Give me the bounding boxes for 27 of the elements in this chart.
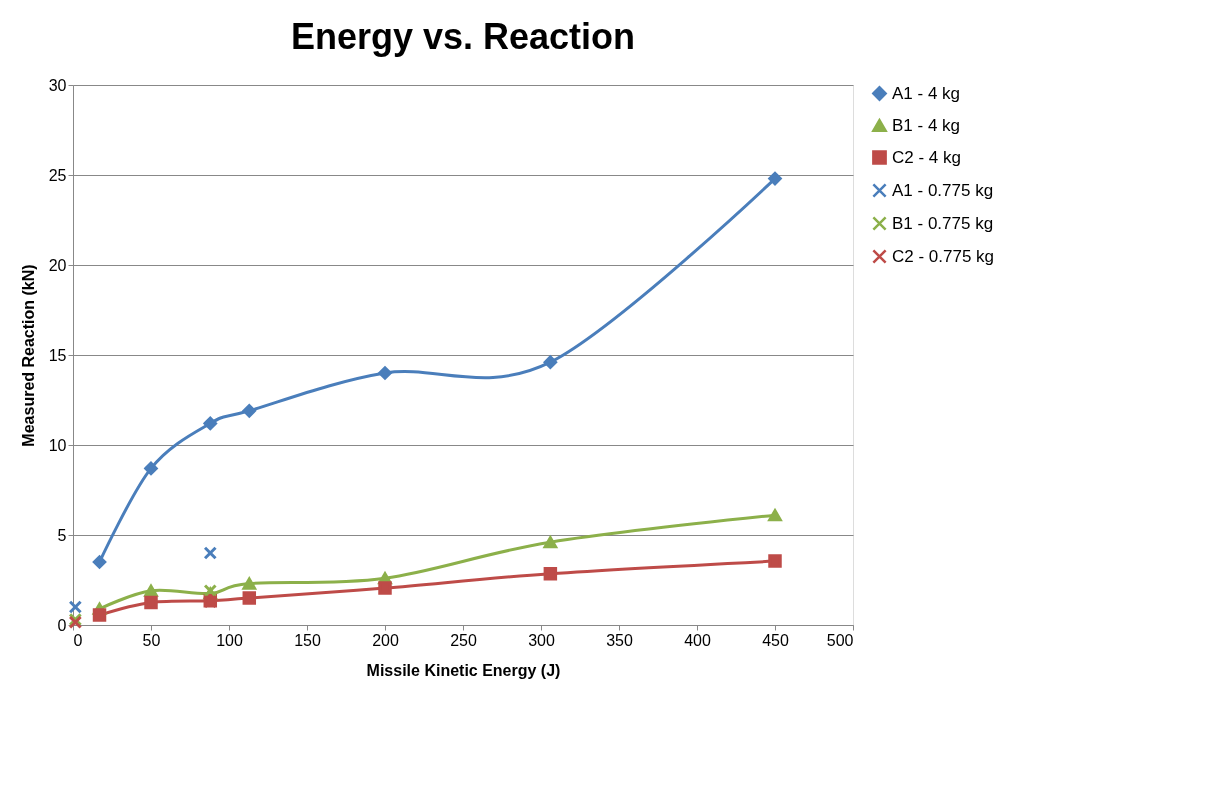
y-tick-label: 5 [57,526,67,544]
y-tick-label: 10 [48,436,67,454]
x-tick-label: 400 [684,631,711,649]
legend-label: C2 - 0.775 kg [892,246,995,266]
x-tick-label: 200 [372,631,399,649]
x-tick-label: 300 [528,631,555,649]
y-axis-title: Measured Reaction (kN) [19,264,37,447]
legend-label: B1 - 4 kg [892,115,961,135]
legend-label: A1 - 0.775 kg [892,180,994,200]
y-tick-label: 15 [48,346,67,364]
x-tick-label: 350 [606,631,633,649]
x-tick-label: 150 [294,631,321,649]
legend-label: C2 - 4 kg [892,147,961,167]
y-tick-label: 30 [48,76,67,94]
x-axis-title: Missile Kinetic Energy (J) [366,661,561,679]
x-tick-label: 100 [216,631,243,649]
chart-title: Energy vs. Reaction [290,16,636,57]
x-tick-label: 500 [826,631,854,649]
legend-label: B1 - 0.775 kg [892,213,994,233]
y-tick-label: 0 [57,616,67,634]
y-tick-label: 20 [48,256,67,274]
legend-label: A1 - 4 kg [892,83,961,103]
x-tick-label: 50 [142,631,161,649]
x-tick-label: 0 [73,631,83,649]
y-tick-label: 25 [48,166,67,184]
x-tick-label: 250 [450,631,477,649]
x-tick-label: 450 [762,631,789,649]
